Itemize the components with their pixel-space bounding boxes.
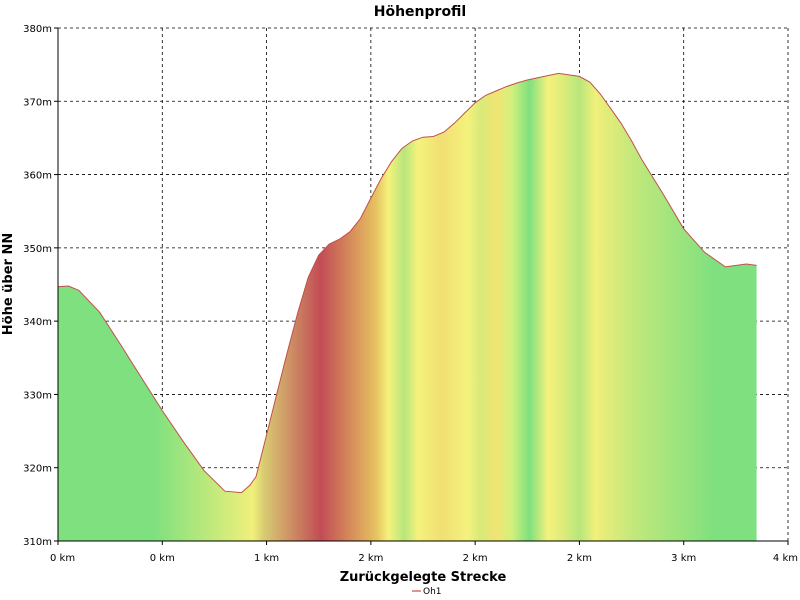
- x-tick-label: 2 km: [358, 553, 383, 564]
- x-axis-title: Zurückgelegte Strecke: [340, 570, 507, 585]
- legend: Oh1: [412, 587, 442, 597]
- y-tick-label: 320m: [23, 464, 52, 475]
- y-axis-title: Höhe über NN: [1, 233, 16, 335]
- y-tick-label: 370m: [23, 97, 52, 108]
- chart-title: Höhenprofil: [374, 4, 466, 20]
- x-tick-label: 2 km: [463, 553, 488, 564]
- x-tick-label: 2 km: [567, 553, 592, 564]
- x-tick-label: 0 km: [50, 553, 75, 564]
- y-tick-labels: 310m 320m 330m 340m 350m 360m 370m 380m: [23, 24, 52, 548]
- x-tick-labels: 0 km 0 km 1 km 2 km 2 km 2 km 3 km 4 km: [50, 553, 798, 564]
- x-tick-label: 3 km: [671, 553, 696, 564]
- y-tick-label: 330m: [23, 390, 52, 401]
- elevation-line-oh1: [57, 72, 757, 494]
- y-tick-label: 380m: [23, 24, 52, 35]
- y-tick-label: 340m: [23, 317, 52, 328]
- legend-label-oh1: Oh1: [423, 587, 442, 597]
- elevation-area: [58, 73, 757, 541]
- y-tick-label: 360m: [23, 171, 52, 182]
- y-tick-label: 350m: [23, 244, 52, 255]
- x-tick-label: 0 km: [150, 553, 175, 564]
- y-tick-label: 310m: [23, 537, 52, 548]
- x-tick-label: 4 km: [773, 553, 798, 564]
- x-tick-label: 1 km: [254, 553, 279, 564]
